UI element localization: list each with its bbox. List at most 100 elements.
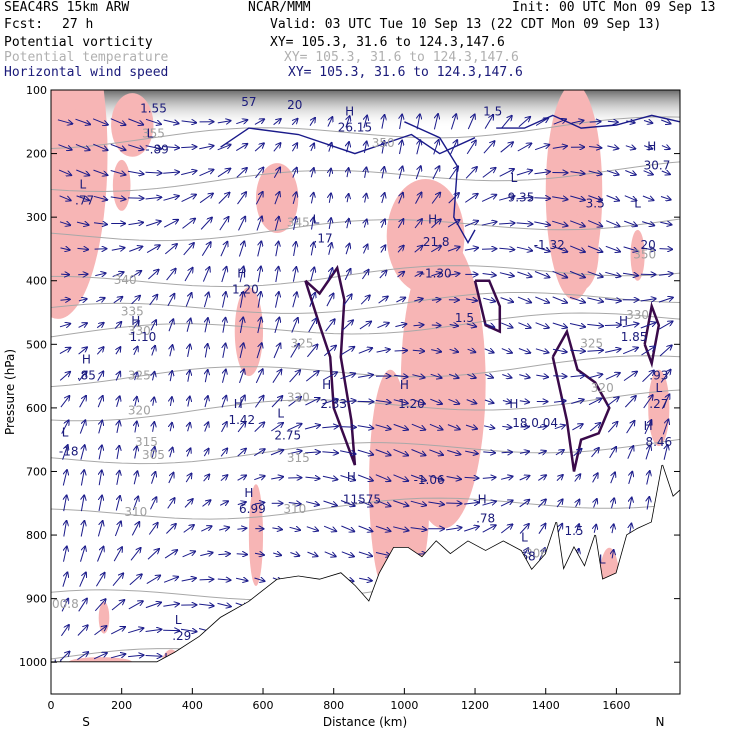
wind-vector-84 <box>311 168 314 178</box>
wind-vector-186 <box>257 241 262 257</box>
pv-label-51: -1.06 <box>414 473 445 487</box>
wind-vector-582 <box>482 525 496 533</box>
wind-vector-296 <box>342 320 353 331</box>
wind-vector-445 <box>502 426 511 427</box>
wind-vector-294 <box>308 319 317 333</box>
wind-vector-315 <box>59 348 71 355</box>
wind-vector-374 <box>485 375 493 378</box>
pv-label-22: L <box>634 197 641 211</box>
wind-vector-282 <box>96 323 104 328</box>
wind-vector-379 <box>570 375 585 376</box>
wind-vector-441 <box>429 423 443 429</box>
pv-label-6: L <box>147 127 154 141</box>
wind-vector-11 <box>254 119 264 125</box>
wind-vector-577 <box>393 526 408 531</box>
wind-vector-498 <box>203 475 210 482</box>
plot-area: 305 300.8 310 310 315 315 320 320 325 325 325 330 33… <box>51 90 680 694</box>
pv-label-30: H <box>82 352 91 366</box>
wind-vector-37 <box>93 143 107 150</box>
wind-vector-221 <box>258 267 261 283</box>
wind-vector-415 <box>588 398 601 406</box>
wind-vector-298 <box>377 323 389 329</box>
wind-vector-263 <box>378 297 388 304</box>
wind-vector-124 <box>398 193 403 204</box>
wind-vector-18 <box>382 115 385 129</box>
wind-vector-69 <box>661 146 670 149</box>
wind-vector-104 <box>661 171 670 174</box>
pv-label-19: 21.8 <box>423 235 450 249</box>
wind-vector-146 <box>163 220 178 228</box>
wind-vector-546 <box>446 503 461 504</box>
wind-vector-3 <box>110 118 126 125</box>
wind-vector-23 <box>467 115 474 130</box>
forecast-hours: 27 h <box>62 17 94 32</box>
wind-vector-58 <box>466 141 476 155</box>
wind-vector-288 <box>205 318 208 333</box>
wind-vector-279 <box>658 298 673 303</box>
wind-vector-600 <box>218 554 230 555</box>
wind-vector-481 <box>519 451 529 453</box>
wind-vector-165 <box>499 223 514 224</box>
wind-vector-508 <box>375 474 391 481</box>
x-tick-label-3: 600 <box>253 699 274 712</box>
wind-vector-290 <box>240 318 243 333</box>
wind-vector-118 <box>293 192 296 205</box>
pv-shade-region-15 <box>248 484 264 586</box>
wind-vector-20 <box>417 114 420 130</box>
wind-vector-537 <box>288 503 301 505</box>
pv-label-37: L <box>277 406 284 420</box>
wind-vector-160 <box>414 219 422 229</box>
wind-vector-313 <box>640 323 656 329</box>
wind-vector-622 <box>181 578 196 581</box>
wind-vector-209 <box>659 249 673 250</box>
wind-vector-442 <box>447 424 460 430</box>
wind-vector-249 <box>131 296 140 305</box>
wind-vector-305 <box>501 322 512 328</box>
wind-vector-322 <box>188 345 190 357</box>
theta-label-15: 345 <box>287 216 310 230</box>
wind-vector-566 <box>201 526 211 532</box>
wind-vector-27 <box>535 118 548 126</box>
wind-vector-201 <box>516 247 532 251</box>
wind-vector-589 <box>612 524 614 534</box>
wind-vector-385 <box>60 396 70 408</box>
wind-vector-390 <box>153 397 155 406</box>
wind-vector-63 <box>552 146 567 148</box>
wind-vector-491 <box>81 470 84 486</box>
wind-vector-403 <box>375 400 391 402</box>
wind-vector-328 <box>290 344 299 358</box>
wind-vector-558 <box>64 521 67 537</box>
wind-vector-309 <box>569 324 585 327</box>
wind-vector-655 <box>145 656 162 657</box>
wind-vector-606 <box>324 551 336 557</box>
wind-vector-399 <box>305 398 319 406</box>
wind-vector-366 <box>340 374 356 380</box>
wind-vector-554 <box>594 499 597 508</box>
wind-vector-247 <box>96 298 104 302</box>
wind-vector-100 <box>588 171 602 174</box>
wind-vector-99 <box>570 172 585 174</box>
wind-vector-291 <box>258 318 261 334</box>
wind-vector-535 <box>254 503 265 505</box>
wind-vector-261 <box>343 294 352 306</box>
pv-label-17: .17 <box>314 232 333 246</box>
wind-vector-21 <box>433 114 438 130</box>
field-wind-xy: XY= 105.3, 31.6 to 124.3,147.6 <box>288 65 523 80</box>
wind-vector-339 <box>484 349 494 353</box>
wind-vector-420 <box>61 420 69 434</box>
wind-vector-4 <box>128 118 143 125</box>
pv-label-49: H <box>347 470 356 484</box>
wind-vector-129 <box>481 195 496 202</box>
wind-vector-254 <box>223 292 226 308</box>
wind-vector-184 <box>220 242 228 257</box>
field-pv-xy: XY= 105.3, 31.6 to 124.3,147.6 <box>270 35 505 50</box>
y-tick-label-5: 600 <box>26 402 47 415</box>
wind-vector-212 <box>95 273 105 275</box>
wind-vector-623 <box>199 579 214 580</box>
wind-vector-225 <box>327 268 332 281</box>
wind-vector-284 <box>132 321 139 330</box>
wind-vector-345 <box>587 350 603 351</box>
pv-label-10: L <box>511 171 518 185</box>
wind-vector-543 <box>393 500 408 506</box>
wind-vector-392 <box>188 397 190 407</box>
